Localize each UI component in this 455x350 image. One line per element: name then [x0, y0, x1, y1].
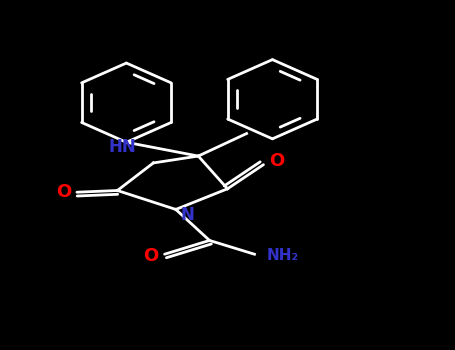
Text: O: O — [56, 183, 71, 201]
Text: O: O — [143, 247, 159, 265]
Text: O: O — [269, 152, 284, 170]
Text: NH₂: NH₂ — [266, 248, 298, 264]
Text: HN: HN — [109, 139, 136, 156]
Text: N: N — [180, 205, 194, 224]
